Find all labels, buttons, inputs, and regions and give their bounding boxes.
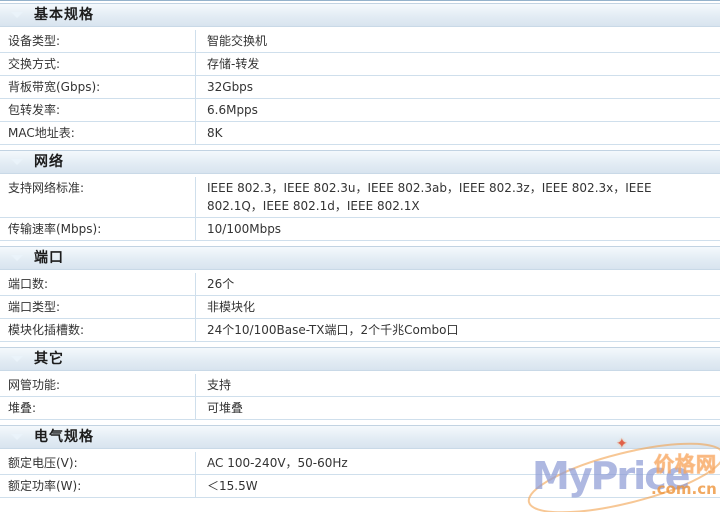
spec-label: 包转发率: <box>0 99 196 121</box>
spec-value: AC 100-240V，50-60Hz <box>207 456 348 470</box>
spec-value: 支持 <box>207 378 232 392</box>
spec-label: 设备类型: <box>0 30 196 52</box>
spec-label: 背板带宽(Gbps): <box>0 76 196 98</box>
table-row: 交换方式: 存储-转发 <box>0 53 720 76</box>
section-header[interactable]: 端口 <box>0 246 720 270</box>
spec-label: 额定电压(V): <box>0 452 196 474</box>
chevron-down-icon <box>11 159 23 165</box>
section-rows: 支持网络标准: IEEE 802.3，IEEE 802.3u，IEEE 802.… <box>0 177 720 241</box>
section-header[interactable]: 电气规格 <box>0 425 720 449</box>
section-title: 端口 <box>34 250 64 266</box>
spec-value: 6.6Mpps <box>207 103 258 117</box>
section-rows: 额定电压(V): AC 100-240V，50-60Hz 额定功率(W): ＜1… <box>0 452 720 498</box>
chevron-down-icon <box>11 356 23 362</box>
chevron-down-icon <box>11 434 23 440</box>
spec-section: 电气规格 额定电压(V): AC 100-240V，50-60Hz 额定功率(W… <box>0 425 720 498</box>
table-row: 额定功率(W): ＜15.5W <box>0 475 720 498</box>
table-row: 堆叠: 可堆叠 <box>0 397 720 420</box>
spec-section: 端口 端口数: 26个 端口类型: 非模块化 模块化插槽数: 24个10/100… <box>0 246 720 342</box>
chevron-down-icon <box>11 255 23 261</box>
table-row: 包转发率: 6.6Mpps <box>0 99 720 122</box>
section-header[interactable]: 网络 <box>0 150 720 174</box>
section-title: 其它 <box>34 351 64 367</box>
spec-value: 10/100Mbps <box>207 222 282 236</box>
chevron-down-icon <box>11 12 23 18</box>
spec-label: 交换方式: <box>0 53 196 75</box>
spec-label: 端口类型: <box>0 296 196 318</box>
spec-section: 基本规格 设备类型: 智能交换机 交换方式: 存储-转发 背板带宽(Gbps):… <box>0 3 720 145</box>
section-title: 电气规格 <box>34 429 94 445</box>
spec-label: MAC地址表: <box>0 122 196 144</box>
spec-label: 支持网络标准: <box>0 177 196 217</box>
spec-label: 端口数: <box>0 273 196 295</box>
table-row: 额定电压(V): AC 100-240V，50-60Hz <box>0 452 720 475</box>
table-row: 设备类型: 智能交换机 <box>0 30 720 53</box>
section-rows: 设备类型: 智能交换机 交换方式: 存储-转发 背板带宽(Gbps): 32Gb… <box>0 30 720 145</box>
table-row: 支持网络标准: IEEE 802.3，IEEE 802.3u，IEEE 802.… <box>0 177 720 218</box>
spec-label: 模块化插槽数: <box>0 319 196 341</box>
spec-label: 额定功率(W): <box>0 475 196 497</box>
section-rows: 网管功能: 支持 堆叠: 可堆叠 <box>0 374 720 420</box>
section-title: 基本规格 <box>34 7 94 23</box>
spec-section: 其它 网管功能: 支持 堆叠: 可堆叠 <box>0 347 720 420</box>
table-row: 端口类型: 非模块化 <box>0 296 720 319</box>
spec-value: 32Gbps <box>207 80 254 94</box>
spec-value: 存储-转发 <box>207 57 260 71</box>
table-row: 模块化插槽数: 24个10/100Base-TX端口，2个千兆Combo口 <box>0 319 720 342</box>
spec-label: 传输速率(Mbps): <box>0 218 196 240</box>
spec-value: 智能交换机 <box>207 34 268 48</box>
spec-value: ＜15.5W <box>207 479 258 493</box>
table-row: MAC地址表: 8K <box>0 122 720 145</box>
section-header[interactable]: 基本规格 <box>0 3 720 27</box>
spec-label: 网管功能: <box>0 374 196 396</box>
spec-section: 网络 支持网络标准: IEEE 802.3，IEEE 802.3u，IEEE 8… <box>0 150 720 241</box>
section-title: 网络 <box>34 154 64 170</box>
section-header[interactable]: 其它 <box>0 347 720 371</box>
spec-sections-container: 基本规格 设备类型: 智能交换机 交换方式: 存储-转发 背板带宽(Gbps):… <box>0 3 720 498</box>
table-row: 网管功能: 支持 <box>0 374 720 397</box>
section-rows: 端口数: 26个 端口类型: 非模块化 模块化插槽数: 24个10/100Bas… <box>0 273 720 342</box>
spec-label: 堆叠: <box>0 397 196 419</box>
spec-value: 24个10/100Base-TX端口，2个千兆Combo口 <box>207 323 459 337</box>
spec-value: IEEE 802.3，IEEE 802.3u，IEEE 802.3ab，IEEE… <box>207 181 652 213</box>
spec-value: 非模块化 <box>207 300 256 314</box>
table-row: 端口数: 26个 <box>0 273 720 296</box>
table-row: 传输速率(Mbps): 10/100Mbps <box>0 218 720 241</box>
table-row: 背板带宽(Gbps): 32Gbps <box>0 76 720 99</box>
spec-value: 可堆叠 <box>207 401 244 415</box>
spec-value: 26个 <box>207 277 235 291</box>
spec-value: 8K <box>207 126 223 140</box>
